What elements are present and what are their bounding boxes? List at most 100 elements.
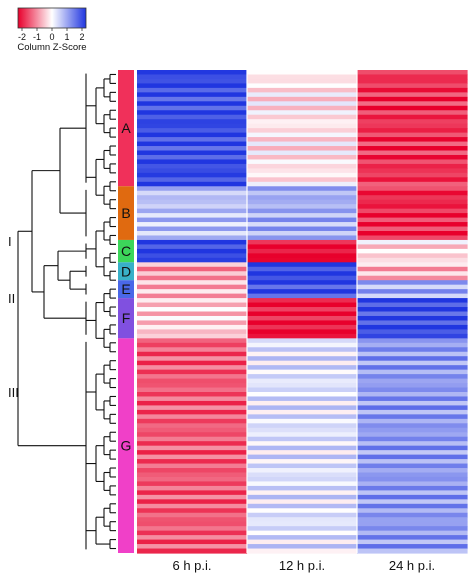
heatmap-cell (357, 427, 468, 433)
heatmap-cell (357, 409, 468, 415)
heatmap-cell (247, 123, 358, 129)
heatmap-cell (137, 485, 248, 491)
heatmap-cell (357, 360, 468, 366)
heatmap-cell (357, 222, 468, 228)
heatmap-cell (137, 271, 248, 277)
heatmap-cell (357, 105, 468, 111)
heatmap-cell (357, 405, 468, 411)
heatmap-cell (137, 128, 248, 134)
heatmap-cell (247, 284, 358, 290)
heatmap-cell (247, 172, 358, 178)
heatmap-cell (247, 168, 358, 174)
heatmap-cell (357, 119, 468, 125)
heatmap-cell (137, 454, 248, 460)
heatmap-cell (247, 396, 358, 402)
heatmap-cell (247, 289, 358, 295)
heatmap-cell (247, 526, 358, 532)
heatmap-cell (137, 199, 248, 205)
heatmap-cells (137, 70, 468, 554)
heatmap-cell (137, 87, 248, 93)
heatmap-cell (137, 248, 248, 254)
heatmap-cell (137, 105, 248, 111)
heatmap-cell (137, 208, 248, 214)
heatmap-cell (247, 83, 358, 89)
heatmap-cell (247, 369, 358, 375)
heatmap-cell (357, 154, 468, 161)
heatmap-cell (357, 476, 468, 483)
heatmap-cell (247, 199, 358, 205)
heatmap-cell (357, 454, 468, 460)
heatmap-cell (247, 239, 358, 246)
heatmap-cell (247, 459, 358, 465)
heatmap-cell (137, 190, 248, 196)
heatmap-cell (357, 239, 468, 246)
heatmap-cell (137, 163, 248, 169)
heatmap-cell (357, 101, 468, 107)
heatmap-cell (137, 387, 248, 393)
heatmap-cell (247, 87, 358, 93)
heatmap-cell (247, 307, 358, 313)
cluster-bar-d (118, 262, 134, 281)
heatmap-cell (357, 418, 468, 424)
cluster-bar-e (118, 280, 134, 299)
heatmap-cell (357, 235, 468, 241)
heatmap-cell (357, 365, 468, 371)
heatmap-cell (137, 396, 248, 402)
heatmap-cell (137, 544, 248, 550)
heatmap-cell (357, 490, 468, 496)
heatmap-cell (247, 333, 358, 339)
heatmap-cell (247, 329, 358, 335)
heatmap-cell (247, 503, 358, 509)
heatmap-cell (357, 141, 468, 147)
heatmap-cell (137, 244, 248, 250)
heatmap-cell (357, 244, 468, 250)
heatmap-cell (247, 141, 358, 147)
heatmap-cell (357, 266, 468, 272)
heatmap-cell (357, 217, 468, 223)
heatmap-cell (357, 324, 468, 330)
heatmap-cell (137, 132, 248, 138)
heatmap-cell (357, 78, 468, 85)
heatmap-cell (137, 423, 248, 429)
heatmap-cell (357, 445, 468, 451)
heatmap-cell (137, 266, 248, 272)
cluster-label: F (122, 310, 131, 326)
heatmap-cell (137, 74, 248, 80)
column-label: 12 h p.i. (279, 558, 325, 573)
heatmap-cell (357, 396, 468, 402)
heatmap-cell (247, 315, 358, 322)
heatmap-cell (357, 248, 468, 254)
heatmap-cell (247, 92, 358, 98)
heatmap-cell (247, 217, 358, 223)
heatmap-cell (247, 423, 358, 429)
heatmap-cell (247, 387, 358, 393)
heatmap-cell (247, 544, 358, 550)
heatmap-cell (357, 87, 468, 93)
heatmap-cell (137, 329, 248, 335)
heatmap-cell (247, 427, 358, 433)
heatmap-cell (357, 74, 468, 80)
heatmap-cell (137, 409, 248, 415)
heatmap-cell (247, 150, 358, 156)
heatmap-cell (137, 159, 248, 165)
heatmap-cell (137, 262, 248, 268)
heatmap-cell (357, 530, 468, 536)
heatmap-cell (357, 208, 468, 214)
heatmap-cell (357, 96, 468, 102)
color-key-tick-label: 0 (49, 32, 54, 42)
heatmap-cell (247, 481, 358, 487)
heatmap-cell (357, 535, 468, 541)
heatmap-cell (247, 257, 358, 263)
heatmap-cell (357, 539, 468, 545)
heatmap-cell (357, 315, 468, 322)
heatmap-cell (247, 186, 358, 192)
heatmap-cell (247, 432, 358, 438)
heatmap-cell (247, 356, 358, 362)
heatmap-cell (247, 320, 358, 326)
heatmap-cell (247, 499, 358, 505)
heatmap-cell (137, 472, 248, 478)
heatmap-cell (247, 365, 358, 371)
heatmap-cell (357, 114, 468, 120)
